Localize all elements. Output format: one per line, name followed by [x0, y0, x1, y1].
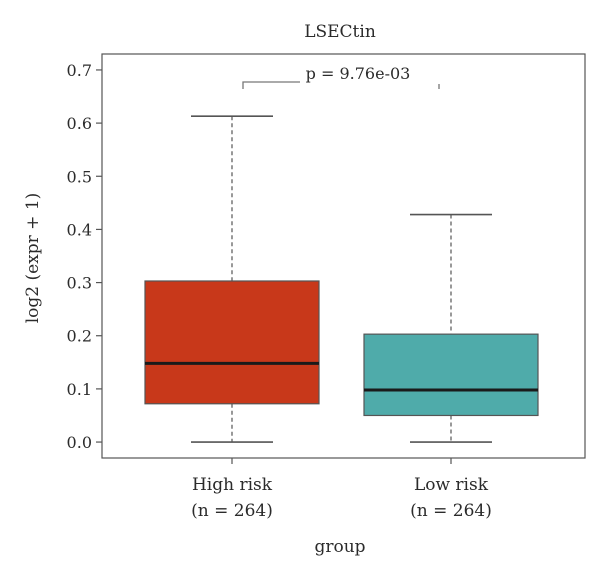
y-tick-label: 0.2	[67, 327, 92, 346]
annotation-backdrop	[300, 72, 440, 84]
p-value-annotation: p = 9.76e-03	[306, 64, 411, 83]
x-axis-label: group	[314, 537, 365, 557]
box-iqr	[144, 280, 320, 405]
chart-title: LSECtin	[304, 22, 376, 42]
significance-bracket: p = 9.76e-03	[242, 64, 440, 89]
y-tick-label: 0.5	[67, 167, 92, 186]
y-tick-label: 0.4	[67, 220, 92, 239]
y-tick-label: 0.1	[67, 380, 92, 399]
x-tick-label: High risk	[192, 475, 273, 495]
box-group	[363, 213, 539, 443]
y-tick-label: 0.6	[67, 114, 92, 133]
y-tick-label: 0.7	[67, 61, 92, 80]
y-axis-label: log2 (expr + 1)	[23, 193, 43, 324]
box-group	[144, 115, 320, 443]
box-iqr	[363, 333, 539, 417]
x-tick-sublabel: (n = 264)	[191, 501, 273, 521]
plot-frame	[101, 53, 586, 459]
x-axis-labels: High risk (n = 264) Low risk (n = 264)	[191, 458, 492, 521]
box-series	[144, 115, 539, 443]
x-tick-sublabel: (n = 264)	[410, 501, 492, 521]
y-tick-label: 0.3	[67, 274, 92, 293]
x-tick-label: Low risk	[414, 475, 489, 495]
y-axis: 0.0 0.1 0.2 0.3 0.4 0.5 0.6 0.7	[67, 61, 102, 452]
y-tick-label: 0.0	[67, 433, 92, 452]
